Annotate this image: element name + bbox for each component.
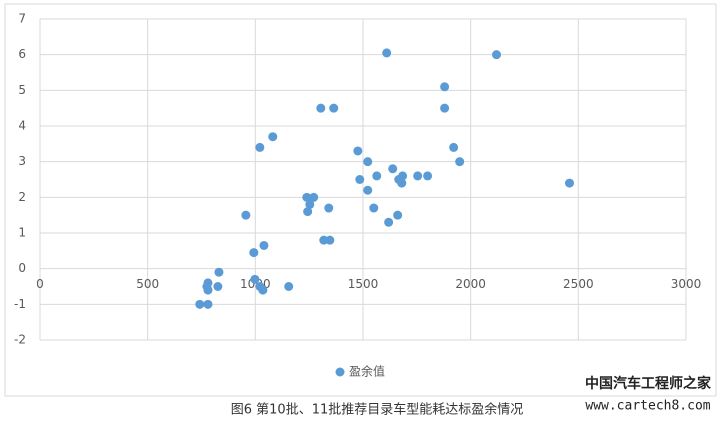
point: [329, 103, 339, 113]
point: [214, 267, 224, 277]
point: [455, 157, 465, 167]
point: [325, 235, 335, 245]
point: [255, 142, 265, 152]
chart-frame: [4, 3, 717, 397]
point: [372, 171, 382, 181]
watermark-url: www.cartech8.com: [585, 399, 710, 414]
y-tick-label: 0: [18, 261, 26, 275]
point: [449, 142, 459, 152]
point: [316, 103, 326, 113]
point: [388, 164, 398, 174]
y-tick-label: 3: [18, 154, 26, 168]
point: [397, 178, 407, 188]
point: [565, 178, 575, 188]
point: [250, 274, 260, 284]
x-tick-label: 3000: [671, 277, 702, 291]
point: [213, 282, 223, 291]
legend-label: 盈余值: [349, 364, 385, 379]
point: [284, 282, 294, 291]
point: [440, 103, 450, 113]
point: [398, 171, 408, 181]
x-tick-label: 2500: [563, 277, 594, 291]
point: [268, 132, 278, 142]
point: [355, 175, 365, 184]
legend-marker: [335, 367, 345, 377]
point: [203, 299, 213, 309]
point: [492, 50, 502, 60]
point: [305, 199, 315, 209]
y-tick-label: 4: [18, 119, 26, 133]
point: [202, 282, 212, 291]
point: [363, 185, 373, 195]
point: [302, 192, 312, 202]
point: [353, 146, 363, 156]
point: [369, 203, 379, 213]
y-tick-label: 5: [18, 83, 26, 97]
point: [303, 207, 313, 217]
y-tick-label: 7: [18, 12, 26, 26]
point: [384, 217, 394, 227]
point: [440, 82, 450, 92]
caption: 图6 第10批、11批推荐目录车型能耗达标盈余情况: [231, 402, 524, 418]
point: [195, 299, 205, 309]
point: [241, 210, 251, 220]
x-tick-label: 2000: [455, 277, 486, 291]
point: [382, 48, 392, 58]
point: [324, 203, 334, 213]
point: [363, 157, 373, 167]
y-tick-label: 1: [18, 226, 26, 240]
point: [258, 285, 268, 295]
point: [413, 171, 423, 181]
point: [249, 248, 259, 258]
x-tick-label: 1500: [348, 277, 379, 291]
y-tick-label: 6: [18, 47, 26, 61]
point: [423, 171, 433, 181]
y-tick-label: -1: [14, 297, 26, 311]
point: [309, 192, 319, 202]
y-tick-label: -2: [14, 333, 26, 347]
x-tick-label: 500: [136, 277, 159, 291]
point: [259, 240, 269, 250]
watermark-title: 中国汽车工程师之家: [585, 375, 712, 392]
y-tick-label: 2: [18, 190, 26, 204]
x-tick-label: 0: [36, 277, 44, 291]
point: [393, 210, 403, 220]
